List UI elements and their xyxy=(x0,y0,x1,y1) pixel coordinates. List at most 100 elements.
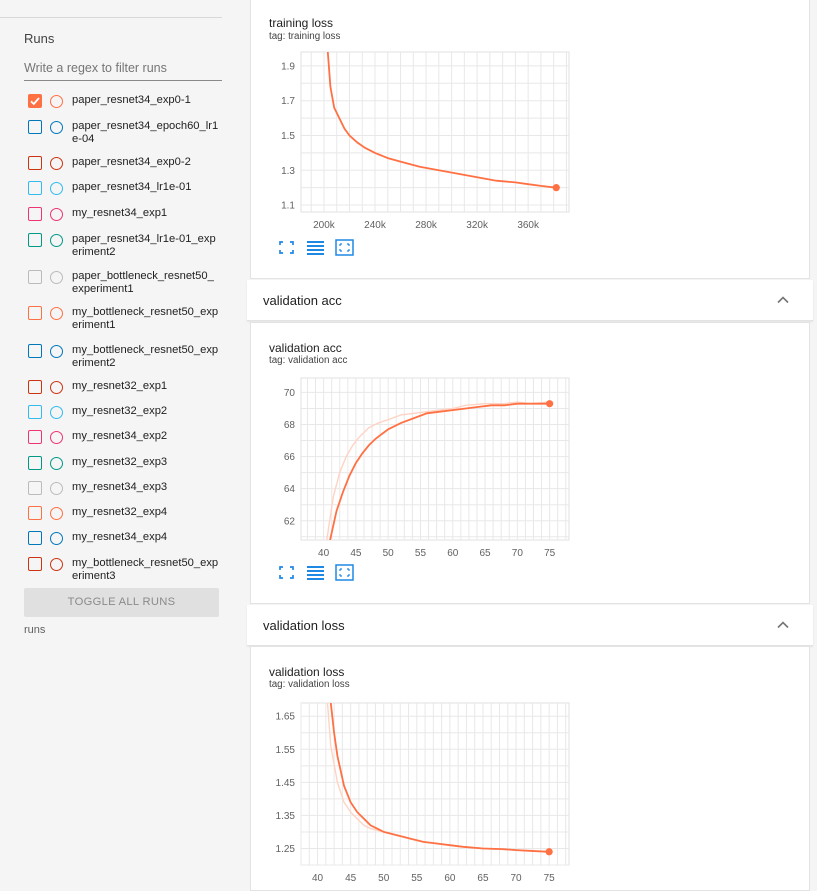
run-name: paper_bottleneck_resnet50_experiment1 xyxy=(72,270,214,295)
run-name: paper_resnet34_exp0-1 xyxy=(72,94,191,106)
run-item[interactable]: my_bottleneck_resnet50_experiment2 xyxy=(28,344,238,369)
fullscreen-icon[interactable] xyxy=(277,564,296,581)
run-color-swatch[interactable] xyxy=(50,431,63,444)
run-color-swatch[interactable] xyxy=(50,345,63,358)
fullscreen-icon[interactable] xyxy=(277,239,296,256)
run-name: my_resnet32_exp4 xyxy=(72,506,168,518)
log-scale-icon[interactable] xyxy=(306,564,325,581)
run-checkbox[interactable] xyxy=(28,156,42,170)
x-tick-label: 280k xyxy=(415,220,438,231)
run-checkbox[interactable] xyxy=(28,233,42,247)
run-color-swatch[interactable] xyxy=(50,271,63,284)
run-item[interactable]: my_bottleneck_resnet50_experiment3 xyxy=(28,557,238,582)
run-item[interactable]: my_resnet34_exp4 xyxy=(28,531,238,545)
series-end-marker xyxy=(546,400,554,408)
section-header-validation-acc[interactable]: validation acc xyxy=(247,280,813,321)
run-name: my_bottleneck_resnet50_experiment3 xyxy=(72,557,219,582)
chart-card-training-loss: training loss tag: training loss 1.1 1.3 1… xyxy=(250,0,810,279)
run-checkbox[interactable] xyxy=(28,430,42,444)
chart-validation-loss: 1.25 1.35 1.45 1.55 1.65 40 45 50 55 60 65 70 75 xyxy=(276,702,570,884)
log-scale-icon[interactable] xyxy=(306,239,325,256)
run-checkbox[interactable] xyxy=(28,531,42,545)
run-item[interactable]: paper_bottleneck_resnet50_experiment1 xyxy=(28,270,238,295)
run-color-swatch[interactable] xyxy=(50,234,63,247)
run-checkbox[interactable] xyxy=(28,557,42,571)
series-line xyxy=(326,52,557,189)
chart-toolbar xyxy=(277,239,354,256)
run-item[interactable]: paper_resnet34_lr1e-01 xyxy=(28,181,238,195)
series-line xyxy=(329,402,550,540)
run-item[interactable]: paper_resnet34_exp0-2 xyxy=(28,156,238,170)
chart-title: validation loss xyxy=(269,665,345,679)
run-item[interactable]: my_resnet32_exp3 xyxy=(28,456,238,470)
y-tick-label: 1.7 xyxy=(281,96,295,107)
x-tick-label: 360k xyxy=(517,220,540,231)
x-tick-label: 40 xyxy=(312,873,324,884)
x-tick-label: 45 xyxy=(345,873,357,884)
run-item[interactable]: my_resnet34_exp2 xyxy=(28,430,238,444)
run-color-swatch[interactable] xyxy=(50,457,63,470)
series-end-marker xyxy=(545,848,553,856)
run-color-swatch[interactable] xyxy=(50,121,63,134)
toggle-all-runs-button[interactable]: TOGGLE ALL RUNS xyxy=(24,588,219,617)
chart-card-validation-loss: validation loss tag: validation loss 1.2… xyxy=(250,646,810,891)
run-color-swatch[interactable] xyxy=(50,381,63,394)
x-tick-label: 200k xyxy=(313,220,336,231)
run-item[interactable]: paper_resnet34_lr1e-01_experiment2 xyxy=(28,233,238,258)
chart-tag: tag: training loss xyxy=(269,31,341,42)
run-color-swatch[interactable] xyxy=(50,482,63,495)
run-item[interactable]: paper_resnet34_exp0-1 xyxy=(28,94,238,108)
run-checkbox[interactable] xyxy=(28,207,42,221)
fit-domain-icon[interactable] xyxy=(335,564,354,581)
run-checkbox[interactable] xyxy=(28,456,42,470)
run-color-swatch[interactable] xyxy=(50,532,63,545)
y-tick-label: 1.9 xyxy=(281,61,295,72)
y-tick-label: 1.35 xyxy=(276,811,296,822)
run-item[interactable]: my_resnet32_exp4 xyxy=(28,506,238,520)
fit-domain-icon[interactable] xyxy=(335,239,354,256)
run-checkbox[interactable] xyxy=(28,506,42,520)
x-tick-label: 75 xyxy=(544,548,556,559)
run-checkbox[interactable] xyxy=(28,181,42,195)
x-tick-label: 65 xyxy=(479,548,491,559)
run-checkbox[interactable] xyxy=(28,481,42,495)
run-color-swatch[interactable] xyxy=(50,507,63,520)
run-item[interactable]: my_bottleneck_resnet50_experiment1 xyxy=(28,306,238,331)
run-checkbox[interactable] xyxy=(28,344,42,358)
chevron-up-icon[interactable] xyxy=(775,617,791,638)
run-item[interactable]: my_resnet32_exp1 xyxy=(28,380,238,394)
run-filter-input[interactable]: Write a regex to filter runs xyxy=(24,61,222,81)
run-checkbox[interactable] xyxy=(28,94,42,108)
runs-sidebar: Runs Write a regex to filter runs paper_… xyxy=(0,0,247,884)
x-tick-label: 75 xyxy=(544,873,556,884)
run-color-swatch[interactable] xyxy=(50,558,63,571)
run-color-swatch[interactable] xyxy=(50,406,63,419)
x-tick-label: 60 xyxy=(447,548,459,559)
run-checkbox[interactable] xyxy=(28,306,42,320)
x-tick-label: 70 xyxy=(510,873,522,884)
run-checkbox[interactable] xyxy=(28,120,42,134)
run-item[interactable]: my_resnet32_exp2 xyxy=(28,405,238,419)
run-checkbox[interactable] xyxy=(28,380,42,394)
run-item[interactable]: paper_resnet34_epoch60_lr1e-04 xyxy=(28,120,238,145)
run-color-swatch[interactable] xyxy=(50,182,63,195)
section-header-validation-loss[interactable]: validation loss xyxy=(247,605,813,646)
plot-area xyxy=(300,51,570,213)
x-tick-label: 240k xyxy=(364,220,387,231)
run-color-swatch[interactable] xyxy=(50,95,63,108)
chart-card-validation-acc: validation acc tag: validation acc 62 64 6… xyxy=(250,322,810,604)
run-name: my_resnet34_exp4 xyxy=(72,531,168,543)
run-item[interactable]: my_resnet34_exp1 xyxy=(28,207,238,221)
run-checkbox[interactable] xyxy=(28,270,42,284)
chevron-up-icon[interactable] xyxy=(775,292,791,313)
run-name: my_bottleneck_resnet50_experiment1 xyxy=(72,306,219,331)
run-color-swatch[interactable] xyxy=(50,307,63,320)
run-checkbox[interactable] xyxy=(28,405,42,419)
run-color-swatch[interactable] xyxy=(50,208,63,221)
run-item[interactable]: my_resnet34_exp3 xyxy=(28,481,238,495)
run-color-swatch[interactable] xyxy=(50,157,63,170)
series-end-marker xyxy=(552,184,560,192)
plot-area xyxy=(300,377,570,541)
runs-title: Runs xyxy=(24,31,55,46)
chart-validation-acc: 62 64 66 68 70 40 45 50 55 60 65 70 75 xyxy=(284,377,570,559)
